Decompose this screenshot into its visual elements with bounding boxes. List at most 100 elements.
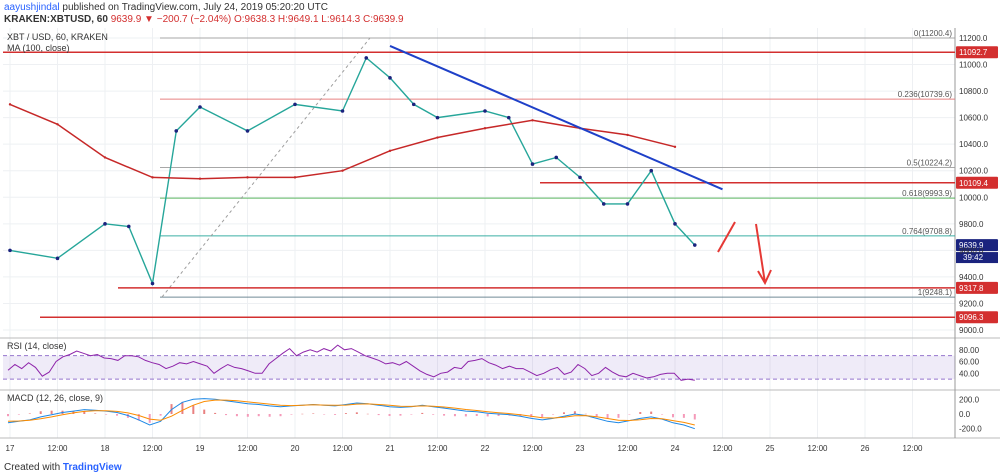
macd-histogram-bar <box>17 414 20 415</box>
current-price-tag <box>956 239 998 252</box>
level-price-tag <box>956 46 998 59</box>
macd-histogram-bar <box>682 414 685 418</box>
chart-header: aayushjindal published on TradingView.co… <box>0 0 1000 25</box>
ohlc-values: 9639.9 ▼ −200.7 (−2.04%) O:9638.3 H:9649… <box>110 14 404 25</box>
macd-histogram-bar <box>312 413 315 414</box>
price-pane[interactable] <box>8 56 697 287</box>
macd-histogram-bar <box>464 414 467 417</box>
macd-histogram-bar <box>235 414 238 417</box>
fib-level-label: 0.764(9708.8) <box>902 227 952 236</box>
macd-histogram-bar <box>661 414 664 415</box>
price-tick-label: 10400.0 <box>959 140 988 149</box>
macd-signal-line <box>7 399 695 426</box>
price-point <box>601 202 606 206</box>
ma-point <box>388 149 392 153</box>
rsi-pane[interactable]: 80.00 60.00 40.00 <box>3 344 980 381</box>
price-point <box>174 129 179 133</box>
macd-histogram-bar <box>257 414 260 417</box>
price-tick-label: 9800.0 <box>959 220 984 229</box>
level-price-label: 9639.9 <box>959 241 984 250</box>
macd-histogram-bar <box>388 414 391 416</box>
publish-info: published on TradingView.com, July 24, 2… <box>62 2 328 13</box>
price-tick-label: 10000.0 <box>959 193 988 202</box>
time-tick-label: 24 <box>671 444 680 453</box>
macd-histogram-bar <box>355 412 358 414</box>
macd-histogram-bar <box>83 411 86 414</box>
macd-histogram-bar <box>366 413 369 415</box>
macd-histogram-bar <box>562 412 565 414</box>
author-link[interactable]: aayushjindal <box>4 2 60 13</box>
macd-histogram-bar <box>617 414 620 418</box>
macd-histogram-bar <box>203 409 206 414</box>
price-point <box>578 175 582 180</box>
macd-histogram-bar <box>595 414 598 417</box>
fib-level-label: 0.618(9993.9) <box>902 189 952 198</box>
price-tick-label: 10800.0 <box>959 87 988 96</box>
rsi-tick-label: 80.00 <box>959 346 980 355</box>
price-point <box>692 243 697 247</box>
pane-borders <box>0 28 1000 439</box>
time-tick-label: 26 <box>861 444 870 453</box>
price-tick-label: 11000.0 <box>959 61 988 70</box>
macd-histogram-bar <box>432 414 435 415</box>
macd-histogram-bar <box>116 414 119 416</box>
ma-point <box>246 176 249 179</box>
fib-level-label: 0.5(10224.2) <box>907 159 953 168</box>
ma-point <box>8 103 12 106</box>
macd-histogram-bar <box>246 414 249 417</box>
ma-point <box>103 156 107 159</box>
macd-line <box>7 398 695 430</box>
price-point <box>150 281 155 286</box>
macd-histogram-bar <box>573 411 576 414</box>
price-tick-label: 10200.0 <box>959 167 988 176</box>
macd-histogram-bar <box>50 410 53 414</box>
time-tick-label: 12:00 <box>332 444 353 453</box>
macd-label: MACD (12, 26, close, 9) <box>7 393 103 403</box>
annotations[interactable] <box>389 45 772 286</box>
fib-anchor-line <box>161 37 371 298</box>
horizontal-levels[interactable]: 11092.7 10109.4 9317.8 9096.3 9639.9 39:42 <box>3 46 998 324</box>
fib-level-label: 1(9248.1) <box>918 288 953 297</box>
time-tick-label: 12:00 <box>617 444 638 453</box>
time-tick-label: 17 <box>6 444 15 453</box>
bearish-trendline <box>389 45 723 191</box>
ma-point <box>673 145 677 149</box>
ma-point <box>531 119 534 122</box>
macd-histogram-bar <box>323 414 326 415</box>
rsi-tick-label: 40.00 <box>959 369 980 378</box>
macd-histogram-bar <box>105 414 108 415</box>
grid <box>3 28 955 438</box>
symbol-label: KRAKEN:XBTUSD, 60 <box>4 14 108 25</box>
macd-histogram-bar <box>39 411 42 414</box>
level-price-label: 10109.4 <box>959 179 988 188</box>
fibonacci-retracement[interactable]: 0(11200.4) 0.236(10739.6) 0.5(10224.2) 0.61… <box>160 29 955 298</box>
price-tick-label: 9000.0 <box>959 326 984 335</box>
macd-pane[interactable]: 200.0 0.0 -200.0 <box>7 395 982 434</box>
macd-tick-label: 0.0 <box>959 410 971 419</box>
level-price-label: 11092.7 <box>959 48 988 57</box>
price-tick-label: 10600.0 <box>959 114 988 123</box>
tradingview-logo-text[interactable]: TradingView <box>62 462 122 473</box>
price-point <box>530 162 535 166</box>
macd-histogram-bar <box>606 414 609 419</box>
macd-histogram-bar <box>7 414 9 417</box>
time-tick-label: 25 <box>766 444 775 453</box>
price-point <box>103 222 107 226</box>
time-tick-label: 12:00 <box>237 444 258 453</box>
price-point <box>483 109 487 113</box>
down-arrow-annotation <box>755 223 772 286</box>
macd-histogram-bar <box>475 414 478 416</box>
macd-histogram-bar <box>399 414 402 416</box>
macd-histogram-bar <box>279 414 282 417</box>
time-tick-label: 12:00 <box>712 444 733 453</box>
footer-prefix: Created with <box>4 462 61 473</box>
countdown-tag <box>956 252 998 264</box>
macd-histogram-bar <box>530 414 533 418</box>
price-tick-label: 9600.0 <box>959 246 984 255</box>
fib-level-label: 0.236(10739.6) <box>898 90 953 99</box>
ma-point <box>483 127 487 130</box>
macd-histogram-bar <box>268 414 271 417</box>
macd-histogram-bar <box>453 414 456 417</box>
time-tick-label: 12:00 <box>142 444 163 453</box>
